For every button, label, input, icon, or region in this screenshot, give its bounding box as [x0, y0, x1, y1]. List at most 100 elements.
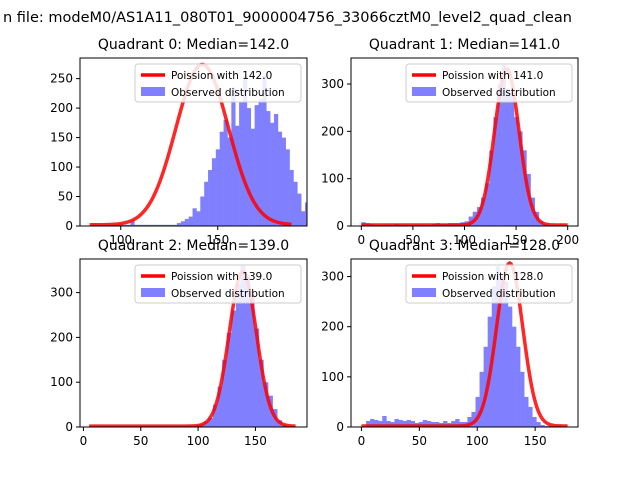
- histogram-bar: [398, 419, 403, 427]
- histogram-bar: [301, 211, 306, 226]
- histogram-bar: [317, 219, 321, 226]
- histogram-bar: [134, 224, 139, 226]
- y-tick-label: 200: [50, 101, 73, 115]
- histogram-bar: [382, 415, 387, 427]
- x-tick-label: 150: [206, 233, 229, 247]
- x-tick-label: 100: [109, 233, 132, 247]
- histogram-bar: [231, 87, 236, 226]
- quadrant-2-axes: 0 50 100 150 0 100 200 300 Poission with 139.0 Ob…: [50, 238, 308, 448]
- histogram-bar: [532, 416, 537, 427]
- histogram-bar: [177, 223, 182, 226]
- histogram-bar: [511, 326, 517, 427]
- histogram-bar: [235, 125, 240, 226]
- histogram-bar: [528, 406, 533, 427]
- quadrant-3-title: Quadrant 3: Median=128.0: [369, 238, 560, 254]
- y-tick-label: 150: [50, 131, 73, 145]
- histogram-bar: [509, 93, 515, 226]
- histogram-bar: [503, 281, 509, 427]
- legend-box: [405, 63, 573, 103]
- histogram-bar: [266, 111, 271, 226]
- histogram-bar: [231, 310, 237, 427]
- histogram-bar: [215, 149, 220, 226]
- legend-fit-label: Poission with 142.0: [171, 70, 272, 82]
- x-tick-label: 0: [357, 233, 365, 247]
- x-tick-label: 50: [405, 233, 420, 247]
- histogram-bar: [222, 359, 228, 427]
- histogram-bar: [443, 420, 448, 427]
- histogram-bar: [426, 420, 432, 427]
- histogram-bar: [153, 224, 158, 226]
- y-tick-label: 50: [58, 190, 73, 204]
- histogram-bar: [254, 105, 259, 226]
- histogram-bar: [262, 75, 267, 226]
- histogram-bar: [122, 224, 127, 226]
- histogram-bar: [481, 197, 486, 226]
- histogram-bar: [289, 170, 294, 226]
- quadrant-1-axes: 0 50 100 150 200 0 100 200 300 Poission with 141.…: [321, 37, 579, 247]
- histogram-bar: [321, 222, 325, 226]
- histogram-bar: [192, 208, 197, 226]
- fit-line: [89, 269, 296, 427]
- y-tick-label: 100: [50, 160, 73, 174]
- histogram-bar: [501, 65, 507, 226]
- histogram-bar: [211, 158, 217, 226]
- histogram-bar: [285, 149, 290, 226]
- y-tick-label: 0: [336, 219, 344, 233]
- histogram-bar: [184, 218, 189, 226]
- legend-observed-swatch: [412, 288, 436, 297]
- histogram-bar: [422, 419, 428, 427]
- y-tick-label: 0: [336, 420, 344, 434]
- y-tick-label: 250: [50, 72, 73, 86]
- histogram-bar: [126, 224, 131, 226]
- legend-observed-swatch: [412, 87, 436, 96]
- histogram-bar: [277, 131, 283, 226]
- histogram-bar: [328, 225, 332, 226]
- x-tick-label: 150: [524, 434, 547, 448]
- histogram-bar: [263, 382, 269, 427]
- histogram-bar: [274, 114, 279, 226]
- quadrant-0-axes: 100 150 0 50 100 150 200 250 Poission with 142.0…: [50, 37, 332, 247]
- histogram-bar: [305, 202, 307, 226]
- x-tick-label: 50: [133, 434, 148, 448]
- legend-observed-label: Observed distribution: [171, 87, 285, 99]
- legend-observed-swatch: [141, 288, 165, 297]
- x-tick-label: 150: [244, 434, 267, 448]
- histogram-bar: [485, 183, 490, 226]
- plot-area: [89, 265, 296, 427]
- histogram-bar: [173, 224, 178, 226]
- y-tick-label: 0: [65, 219, 73, 233]
- histogram-bar: [235, 283, 241, 427]
- plot-area: [361, 65, 568, 226]
- y-tick-label: 200: [50, 330, 73, 344]
- y-tick-label: 200: [321, 124, 344, 138]
- histogram-bar: [366, 420, 371, 427]
- histogram-bar: [522, 150, 527, 226]
- y-tick-label: 0: [65, 420, 73, 434]
- histogram-bar: [386, 420, 391, 427]
- y-tick-label: 300: [321, 270, 344, 284]
- histogram-bar: [138, 224, 143, 226]
- y-tick-label: 100: [50, 375, 73, 389]
- histogram-bar: [516, 346, 521, 427]
- histogram-bar: [505, 88, 511, 226]
- legend-fit-label: Poission with 128.0: [442, 271, 543, 283]
- x-tick-label: 200: [556, 233, 579, 247]
- x-tick-label: 150: [505, 233, 528, 247]
- histogram-bar: [309, 205, 313, 226]
- histogram-bar: [297, 193, 302, 226]
- histogram-bar: [479, 371, 484, 427]
- histogram-bar: [223, 119, 228, 226]
- histogram-bar: [165, 224, 170, 226]
- histogram-bar: [489, 150, 494, 226]
- histogram-bar: [239, 102, 244, 226]
- histogram-bar: [245, 274, 250, 427]
- histogram-bar: [520, 371, 525, 427]
- histogram-bar: [118, 224, 123, 226]
- histogram-bar: [524, 396, 529, 427]
- histogram-bar: [378, 420, 383, 427]
- histogram-bar: [240, 265, 246, 427]
- quadrant-3-axes: 0 50 100 150 0 100 200 300 Poission with 128.0 Ob…: [321, 238, 579, 448]
- y-tick-label: 100: [321, 370, 344, 384]
- histogram-bar: [188, 216, 193, 226]
- histogram-bar: [258, 359, 264, 427]
